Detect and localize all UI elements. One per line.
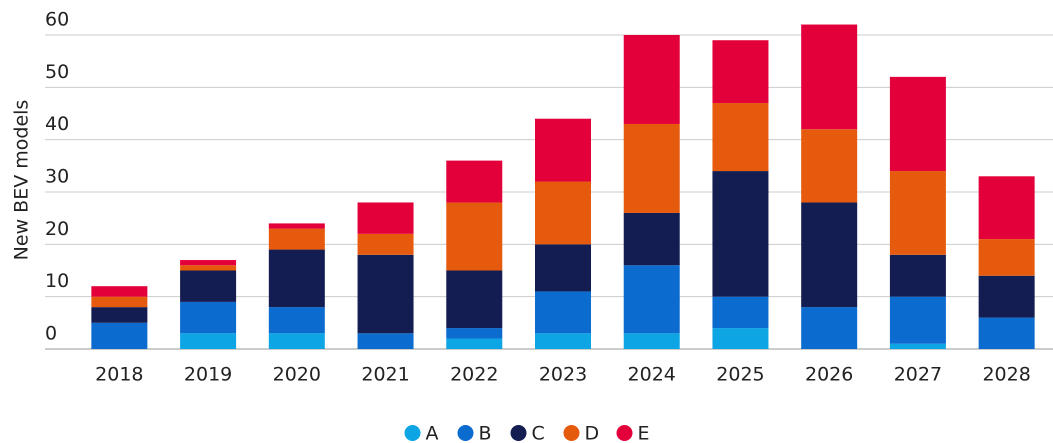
- y-tick-label: 10: [45, 270, 69, 292]
- x-tick-label: 2025: [716, 364, 764, 386]
- bar-segment: [712, 103, 769, 172]
- bar-segment: [801, 202, 858, 308]
- bar-segment: [91, 322, 148, 349]
- bar-segment: [712, 328, 769, 349]
- x-tick-label: 2024: [628, 364, 676, 386]
- legend-marker: [457, 425, 474, 441]
- bar-segment: [180, 301, 237, 334]
- bar-segment: [712, 296, 769, 329]
- bar-segment: [801, 129, 858, 203]
- legend-label: D: [585, 423, 600, 443]
- y-axis-label: New BEV models: [11, 100, 33, 261]
- bar-segment: [623, 265, 680, 334]
- bar-segment: [180, 260, 237, 266]
- x-tick-label: 2023: [539, 364, 587, 386]
- bar-segment: [91, 286, 148, 297]
- bar-segment: [357, 254, 414, 334]
- bar-segment: [889, 296, 946, 344]
- y-tick-label: 20: [45, 218, 69, 240]
- legend-label: E: [638, 423, 650, 443]
- bar-segment: [801, 307, 858, 349]
- bar-segment: [268, 249, 325, 308]
- bar-segment: [978, 275, 1035, 318]
- bar-segment: [446, 338, 503, 349]
- bar-segment: [712, 40, 769, 104]
- bar-segment: [889, 171, 946, 255]
- bar-segment: [623, 35, 680, 124]
- bar-segment: [978, 317, 1035, 349]
- bar-segment: [357, 233, 414, 255]
- x-tick-label: 2022: [450, 364, 498, 386]
- bar-segment: [535, 333, 591, 349]
- bar-segment: [712, 171, 769, 297]
- legend-label: C: [532, 423, 545, 443]
- bar-segment: [268, 333, 325, 349]
- legend-marker: [404, 425, 421, 441]
- bar-segment: [180, 270, 237, 302]
- bar-segment: [535, 291, 591, 334]
- x-tick-label: 2019: [184, 364, 232, 386]
- bar-segment: [446, 202, 503, 271]
- bar-segment: [91, 296, 148, 308]
- bar-segment: [535, 118, 591, 182]
- bar-segment: [180, 265, 237, 271]
- legend-marker: [563, 425, 580, 441]
- bar-segment: [535, 181, 591, 245]
- bar-segment: [268, 223, 325, 229]
- bar-segment: [180, 333, 237, 349]
- legend-label: B: [479, 423, 492, 443]
- y-tick-label: 30: [45, 166, 69, 188]
- x-tick-label: 2027: [894, 364, 942, 386]
- bar-segment: [978, 176, 1035, 240]
- bar-segment: [889, 254, 946, 297]
- bar-segment: [268, 228, 325, 250]
- x-tick-label: 2028: [982, 364, 1030, 386]
- bar-segment: [623, 212, 680, 266]
- bar-segment: [801, 24, 858, 130]
- bar-segment: [446, 328, 503, 339]
- bar-segment: [623, 123, 680, 213]
- y-tick-label: 40: [45, 113, 69, 135]
- legend-label: A: [426, 423, 439, 443]
- bar-segment: [978, 239, 1035, 276]
- bar-segment: [623, 333, 680, 349]
- bar-segment: [446, 160, 503, 203]
- bar-segment: [889, 343, 946, 349]
- x-tick-label: 2018: [95, 364, 143, 386]
- bar-segment: [91, 307, 148, 323]
- bar-segment: [357, 202, 414, 234]
- y-tick-label: 50: [45, 61, 69, 83]
- bar-segment: [357, 333, 414, 349]
- bar-segment: [889, 76, 946, 172]
- y-tick-label: 60: [45, 9, 69, 31]
- x-tick-label: 2020: [273, 364, 321, 386]
- x-tick-label: 2026: [805, 364, 853, 386]
- y-tick-label: 0: [45, 323, 57, 345]
- legend-marker: [616, 425, 633, 441]
- bar-segment: [535, 244, 591, 292]
- legend-marker: [510, 425, 527, 441]
- bar-segment: [268, 307, 325, 334]
- bar-segment: [446, 270, 503, 329]
- x-tick-label: 2021: [361, 364, 409, 386]
